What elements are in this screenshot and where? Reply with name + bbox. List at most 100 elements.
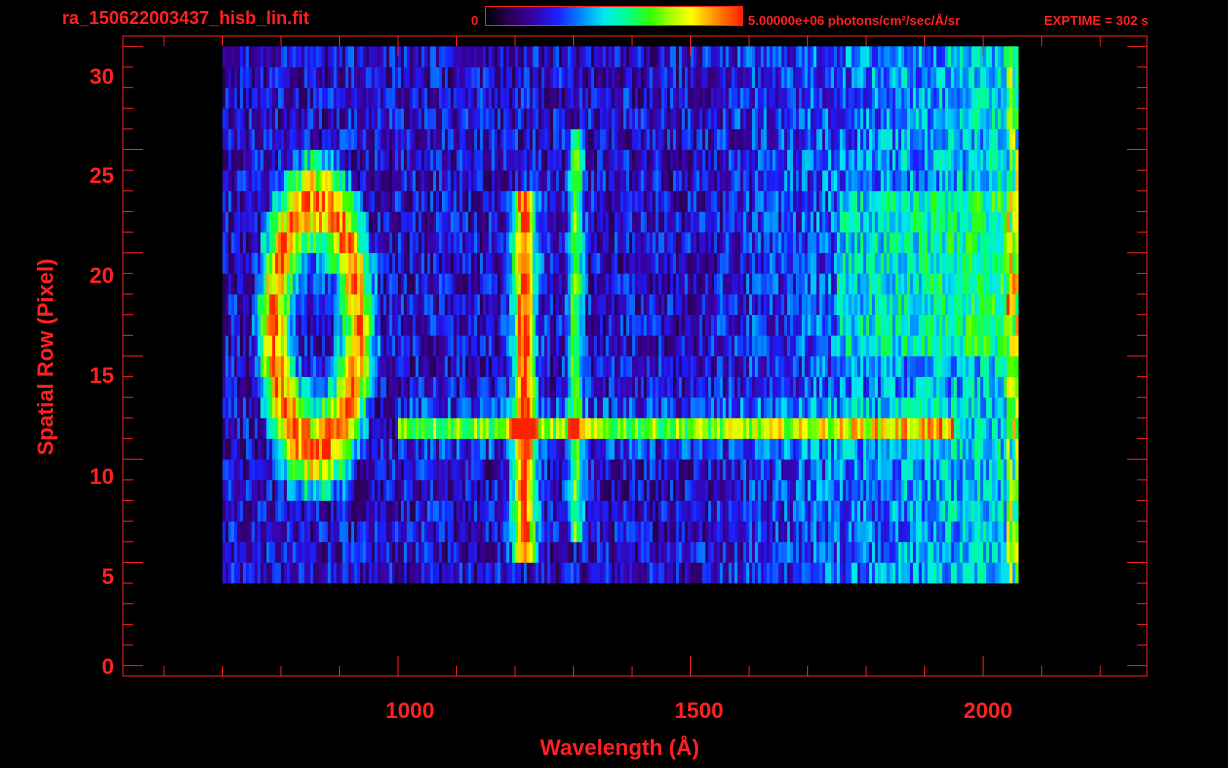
heatmap-cell	[790, 314, 794, 336]
heatmap-cell	[368, 438, 372, 460]
heatmap-cell	[708, 252, 712, 274]
heatmap-cell	[412, 459, 416, 481]
heatmap-cell	[678, 541, 683, 563]
heatmap-cell	[395, 562, 399, 584]
heatmap-cell	[953, 273, 958, 295]
heatmap-cell	[784, 417, 788, 439]
heatmap-cell	[737, 211, 741, 233]
heatmap-cell	[482, 273, 487, 295]
heatmap-cell	[316, 562, 320, 584]
heatmap-cell	[754, 376, 759, 398]
heatmap-cell	[989, 376, 993, 398]
heatmap-cell	[529, 541, 533, 563]
heatmap-cell	[673, 562, 677, 584]
heatmap-cell	[980, 294, 984, 316]
heatmap-cell	[664, 294, 668, 316]
heatmap-cell	[242, 252, 247, 274]
heatmap-cell	[828, 479, 832, 501]
heatmap-cell	[743, 252, 747, 274]
heatmap-cell	[828, 232, 832, 254]
heatmap-cell	[286, 190, 291, 212]
heatmap-cell	[596, 417, 601, 439]
heatmap-cell	[942, 459, 946, 481]
heatmap-cell	[699, 273, 703, 295]
heatmap-cell	[675, 500, 680, 522]
heatmap-cell	[479, 190, 484, 212]
heatmap-cell	[974, 562, 978, 584]
heatmap-cell	[614, 397, 618, 419]
heatmap-cell	[643, 356, 648, 377]
heatmap-cell	[921, 397, 925, 419]
heatmap-cell	[626, 211, 630, 233]
heatmap-cell	[784, 211, 788, 233]
heatmap-cell	[365, 356, 370, 377]
heatmap-cell	[485, 190, 490, 212]
heatmap-cell	[959, 273, 963, 295]
heatmap-cell	[927, 232, 931, 254]
heatmap-cell	[245, 500, 250, 522]
heatmap-cell	[713, 521, 718, 543]
heatmap-cell	[474, 541, 478, 563]
heatmap-cell	[781, 438, 785, 460]
heatmap-cell	[512, 232, 516, 254]
heatmap-cell	[430, 459, 434, 481]
heatmap-cell	[652, 376, 656, 398]
heatmap-cell	[465, 459, 469, 481]
heatmap-cell	[415, 479, 419, 501]
heatmap-cell	[857, 356, 861, 377]
heatmap-cell	[945, 562, 949, 584]
heatmap-cell	[772, 500, 776, 522]
heatmap-cell	[272, 417, 276, 439]
heatmap-cell	[643, 232, 648, 254]
heatmap-cell	[339, 252, 343, 274]
heatmap-cell	[444, 232, 449, 254]
heatmap-cell	[801, 335, 805, 357]
heatmap-cell	[231, 356, 235, 377]
heatmap-cell	[225, 252, 229, 274]
heatmap-cell	[833, 417, 838, 439]
heatmap-cell	[860, 335, 864, 357]
heatmap-cell	[781, 562, 785, 584]
heatmap-cell	[787, 273, 791, 295]
heatmap-cell	[684, 459, 688, 481]
heatmap-cell	[585, 417, 589, 439]
heatmap-cell	[737, 252, 741, 274]
heatmap-cell	[822, 252, 826, 274]
heatmap-cell	[725, 232, 729, 254]
heatmap-cell	[263, 314, 267, 336]
heatmap-cell	[605, 541, 609, 563]
heatmap-cell	[596, 211, 601, 233]
heatmap-cell	[573, 562, 577, 584]
heatmap-cell	[286, 376, 291, 398]
heatmap-cell	[965, 500, 969, 522]
heatmap-cell	[886, 252, 890, 274]
heatmap-cell	[333, 562, 337, 584]
heatmap-cell	[942, 541, 946, 563]
heatmap-cell	[643, 335, 648, 357]
heatmap-cell	[749, 438, 753, 460]
heatmap-cell	[541, 562, 545, 584]
heatmap-cell	[678, 479, 683, 501]
heatmap-cell	[813, 376, 817, 398]
heatmap-cell	[336, 294, 340, 316]
heatmap-cell	[787, 211, 791, 233]
heatmap-cell	[924, 294, 928, 316]
heatmap-cell	[649, 500, 653, 522]
heatmap-cell	[289, 356, 293, 377]
heatmap-cell	[904, 459, 908, 481]
heatmap-cell	[374, 417, 378, 439]
heatmap-cell	[620, 562, 624, 584]
heatmap-cell	[532, 232, 536, 254]
heatmap-cell	[453, 190, 457, 212]
heatmap-cell	[471, 356, 475, 377]
heatmap-cell	[696, 294, 700, 316]
heatmap-cell	[924, 252, 928, 274]
heatmap-cell	[471, 335, 475, 357]
heatmap-cell	[687, 438, 691, 460]
heatmap-cell	[632, 252, 636, 274]
heatmap-cell	[839, 562, 844, 584]
heatmap-cell	[921, 562, 925, 584]
heatmap-cell	[573, 521, 577, 543]
heatmap-cell	[950, 438, 955, 460]
heatmap-cell	[772, 521, 776, 543]
